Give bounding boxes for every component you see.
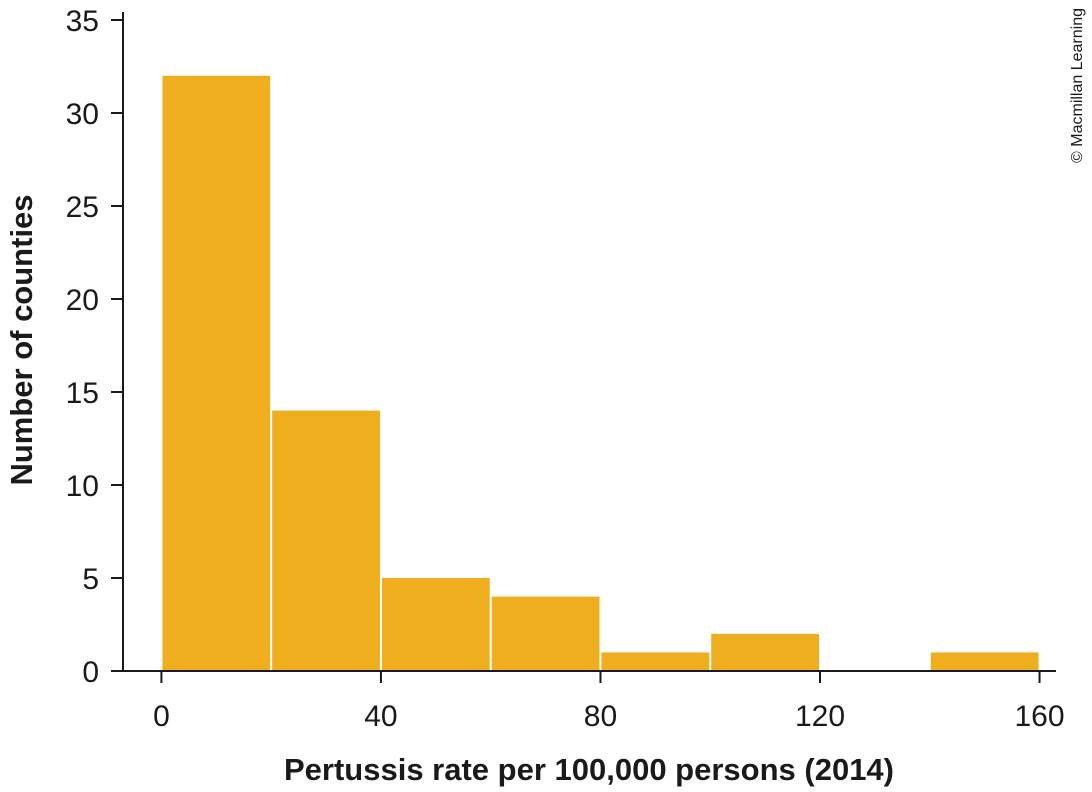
x-axis-title: Pertussis rate per 100,000 persons (2014… <box>284 752 894 787</box>
x-tick-label: 120 <box>795 700 845 733</box>
y-tick-label: 25 <box>66 191 99 224</box>
bars-group <box>162 75 1039 672</box>
copyright-credit: © Macmillan Learning <box>1069 8 1086 163</box>
histogram-bar <box>272 410 380 671</box>
y-tick-label: 30 <box>66 98 99 131</box>
y-axis-title: Number of counties <box>4 194 39 485</box>
histogram-bar <box>601 652 710 671</box>
x-tick-label: 0 <box>153 700 170 733</box>
y-tick-label: 15 <box>66 377 99 410</box>
histogram-bar <box>162 75 271 672</box>
histogram-bar <box>711 633 820 671</box>
y-tick-label: 10 <box>66 470 99 503</box>
y-tick-label: 5 <box>82 563 99 596</box>
histogram-bar <box>381 578 490 671</box>
y-tick-label: 20 <box>66 284 99 317</box>
x-tick-label: 160 <box>1015 700 1065 733</box>
y-tick-label: 35 <box>66 5 99 38</box>
histogram-bar <box>491 596 600 671</box>
x-tick-label: 40 <box>364 700 397 733</box>
histogram-bar <box>930 652 1039 671</box>
x-tick-label: 80 <box>584 700 617 733</box>
y-tick-label: 0 <box>82 656 99 689</box>
x-ticks-group: 0 40 80 120 160 <box>153 671 1065 733</box>
y-ticks-group: 0 5 10 15 20 25 30 35 <box>66 5 123 689</box>
